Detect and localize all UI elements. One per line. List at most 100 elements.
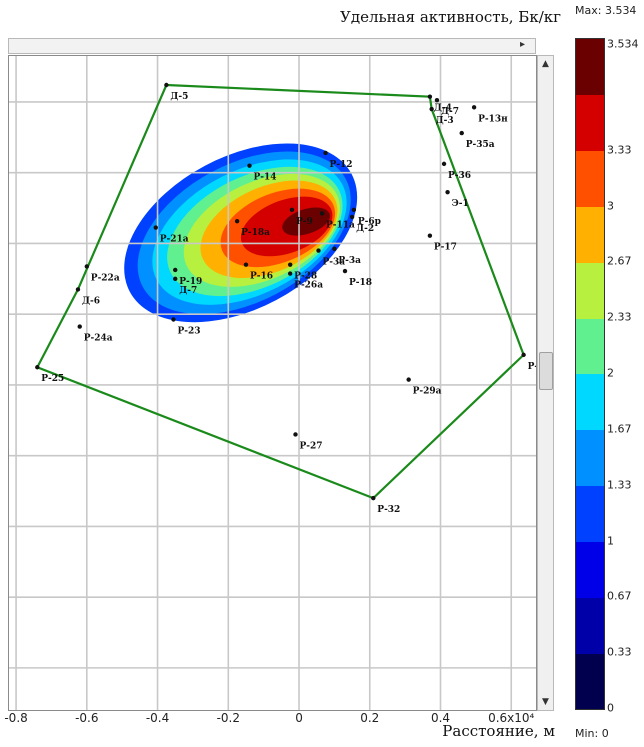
sample-label-15: Р-21а — [160, 235, 189, 245]
x-tick-7: 0.6x10⁴ — [488, 711, 535, 725]
scroll-up-icon[interactable]: ▲ — [542, 59, 549, 69]
sample-point-7 — [247, 163, 252, 168]
legend-tick-2: 3 — [607, 199, 614, 212]
sample-label-29: Р-30 — [528, 362, 536, 372]
sample-label-5: Р-35а — [466, 140, 495, 150]
sample-label-33: Р-32 — [377, 505, 400, 515]
x-tick-2: -0.4 — [145, 711, 170, 725]
legend-tick-11: 0 — [607, 701, 614, 715]
x-tick-0: -0.8 — [4, 711, 28, 725]
sample-point-5 — [459, 130, 464, 136]
sample-point-30 — [35, 365, 40, 370]
sample-label-16: Р-17 — [434, 243, 457, 253]
sample-point-11 — [349, 214, 355, 220]
sample-point-14 — [234, 218, 240, 224]
sample-label-3: Д-3 — [436, 116, 454, 126]
sample-label-1: Д-4 — [434, 104, 452, 114]
horizontal-scrollbar[interactable]: ▸ — [8, 38, 536, 54]
scroll-right-icon[interactable]: ▸ — [519, 39, 525, 50]
sample-label-9: Э-1 — [452, 199, 469, 209]
sample-point-29 — [521, 352, 526, 358]
legend-tick-4: 2.33 — [607, 310, 632, 324]
sample-point-23 — [342, 268, 348, 274]
legend-swatch-6 — [576, 318, 604, 375]
sample-label-8: Р-36 — [448, 171, 471, 181]
sample-point-24 — [287, 271, 293, 276]
legend-swatch-0 — [576, 653, 604, 709]
legend-swatch-8 — [576, 206, 604, 263]
sample-label-11: Д-2 — [356, 224, 374, 234]
legend-swatch-1 — [576, 597, 604, 654]
sample-label-27: Р-23 — [177, 327, 200, 337]
legend-swatch-11 — [576, 39, 604, 96]
sample-label-7: Р-14 — [254, 173, 277, 183]
sample-point-22 — [173, 267, 178, 273]
scroll-thumb[interactable] — [539, 352, 553, 390]
sample-point-13 — [289, 207, 295, 213]
color-legend: Max: 3.534 3.534 3.33 3 2.67 2.33 2 1.67 1.33 1 0… — [571, 0, 644, 747]
x-axis-label: Расстояние, м — [442, 722, 555, 740]
legend-swatch-2 — [576, 541, 604, 598]
legend-swatch-7 — [576, 262, 604, 319]
grid-lines — [9, 56, 536, 710]
sample-point-4 — [471, 105, 477, 110]
sample-point-32 — [293, 432, 298, 437]
sample-label-26: Д-6 — [82, 296, 100, 306]
sample-label-4: Р-13н — [478, 114, 508, 124]
sample-label-23: Р-18 — [349, 278, 372, 288]
x-tick-4: 0 — [295, 711, 303, 725]
sample-point-25 — [173, 276, 178, 282]
sample-point-21 — [84, 264, 90, 269]
legend-swatch-9 — [576, 150, 604, 207]
sample-point-18 — [332, 246, 337, 251]
sample-point-8 — [441, 161, 447, 167]
sample-point-2 — [434, 98, 440, 103]
plot-area[interactable]: Д-5 Д-4 Д-7 Д-3 Р-13н Р-35а Р-12 Р-14 Р-36 Э-1 Р-6… — [8, 55, 537, 711]
sample-label-28: Р-24а — [84, 334, 113, 344]
legend-tick-7: 1.33 — [607, 478, 632, 492]
sample-label-12: Р-11а — [326, 220, 355, 230]
legend-swatch-10 — [576, 94, 604, 152]
scroll-down-icon[interactable]: ▼ — [542, 697, 549, 707]
sample-label-13: Р-9 — [296, 217, 313, 227]
legend-tick-1: 3.33 — [607, 143, 632, 157]
legend-tick-0: 3.534 — [607, 37, 639, 51]
sample-point-20 — [287, 262, 293, 267]
legend-tick-3: 2.67 — [607, 254, 632, 268]
legend-tick-5: 2 — [607, 366, 614, 380]
legend-max-label: Max: 3.534 — [575, 4, 637, 17]
legend-swatch-3 — [576, 485, 604, 542]
contour-band-9 — [282, 207, 330, 236]
sample-point-3 — [429, 106, 434, 112]
sample-label-10: Р-6р — [358, 217, 381, 227]
chart-title: Удельная активность, Бк/кг — [340, 8, 561, 26]
vertical-scrollbar[interactable]: ▲ ▼ — [537, 55, 554, 711]
sample-point-33 — [371, 495, 376, 501]
sample-point-27 — [171, 317, 176, 322]
sample-point-28 — [77, 324, 82, 329]
legend-min-label: Min: 0 — [575, 727, 609, 740]
sample-point-16 — [427, 233, 433, 238]
legend-tick-6: 1.67 — [607, 422, 632, 436]
activity-contours — [124, 143, 358, 323]
x-tick-5: 0.2 — [360, 711, 380, 725]
chart-title-bar: Удельная активность, Бк/кг — [0, 4, 571, 26]
sample-point-1 — [427, 94, 433, 99]
x-tick-3: -0.2 — [216, 711, 240, 725]
legend-color-bar — [575, 38, 605, 710]
sample-label-14: Р-18а — [241, 228, 270, 238]
sample-label-31: Р-29а — [413, 387, 442, 397]
sample-label-24: Р-26а — [294, 281, 323, 291]
sample-point-6 — [323, 150, 328, 156]
sample-label-20: Р-28 — [294, 272, 317, 282]
legend-tick-10: 0.33 — [607, 645, 632, 659]
sample-label-32: Р-27 — [299, 441, 322, 451]
sample-point-19 — [243, 262, 249, 267]
sample-point-12 — [319, 211, 325, 216]
sample-label-17: Р-3а — [322, 258, 345, 268]
legend-tick-9: 0.67 — [607, 589, 632, 603]
chart-frame: Удельная активность, Бк/кг ▸ Д-5 Д-4 Д-7 Д-… — [0, 4, 571, 740]
sample-label-2: Д-7 — [441, 107, 459, 117]
